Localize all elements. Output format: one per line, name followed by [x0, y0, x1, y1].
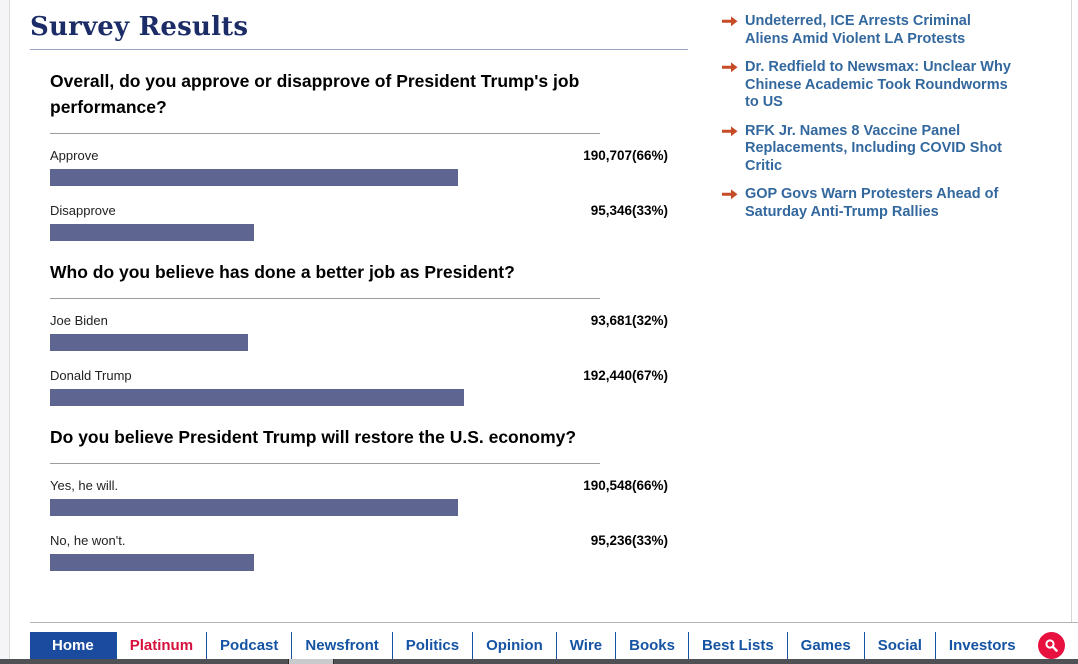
- result-bar: [50, 554, 254, 571]
- survey-question: Do you believe President Trump will rest…: [50, 424, 600, 464]
- nav-item-platinum[interactable]: Platinum: [115, 632, 206, 659]
- headline-text: Dr. Redfield to Newsmax: Unclear Why Chi…: [745, 59, 1011, 110]
- page-title: Survey Results: [30, 12, 688, 50]
- nav-item-newsfront[interactable]: Newsfront: [291, 632, 391, 659]
- option-label: Approve: [50, 148, 99, 163]
- result-bar: [50, 389, 465, 406]
- nav-item-wire[interactable]: Wire: [555, 632, 615, 659]
- headline-link[interactable]: Dr. Redfield to Newsmax: Unclear Why Chi…: [722, 59, 1022, 112]
- column-divider: [1071, 0, 1072, 622]
- survey-block-1: Overall, do you approve or disapprove of…: [50, 68, 668, 241]
- survey-option: No, he won't. 95,236(33%): [50, 533, 668, 571]
- survey-option: Joe Biden 93,681(32%): [50, 313, 668, 351]
- bar-track: [50, 499, 668, 516]
- result-bar: [50, 334, 248, 351]
- headline-text: RFK Jr. Names 8 Vaccine Panel Replacemen…: [745, 122, 1003, 174]
- survey-block-3: Do you believe President Trump will rest…: [50, 424, 668, 571]
- option-label: Joe Biden: [50, 313, 108, 328]
- survey-block-2: Who do you believe has done a better job…: [50, 259, 668, 406]
- option-value: 95,346(33%): [590, 203, 668, 218]
- headline-link[interactable]: Undeterred, ICE Arrests Criminal Aliens …: [722, 13, 1022, 48]
- nav-item-politics[interactable]: Politics: [391, 632, 472, 659]
- survey-question: Overall, do you approve or disapprove of…: [50, 68, 600, 134]
- nav-item-social[interactable]: Social: [863, 632, 935, 659]
- bar-track: [50, 554, 668, 571]
- nav-item-games[interactable]: Games: [786, 632, 864, 659]
- search-icon: [1044, 638, 1059, 653]
- arrow-right-icon: [722, 188, 738, 221]
- option-value: 93,681(32%): [590, 313, 668, 328]
- option-label: Disapprove: [50, 203, 116, 218]
- arrow-right-icon: [722, 15, 738, 48]
- arrow-right-icon: [722, 125, 738, 176]
- option-value: 95,236(33%): [590, 533, 668, 548]
- survey-results-panel: Survey Results Overall, do you approve o…: [30, 12, 688, 571]
- nav-item-home[interactable]: Home: [30, 632, 116, 659]
- nav-item-books[interactable]: Books: [615, 632, 688, 659]
- option-value: 190,707(66%): [583, 148, 668, 163]
- survey-option: Approve 190,707(66%): [50, 148, 668, 186]
- headline-text: GOP Govs Warn Protesters Ahead of Saturd…: [745, 186, 999, 220]
- bar-track: [50, 169, 668, 186]
- arrow-right-icon: [722, 61, 738, 112]
- option-label: No, he won't.: [50, 533, 126, 548]
- nav-item-podcast[interactable]: Podcast: [206, 632, 291, 659]
- nav-item-best-lists[interactable]: Best Lists: [687, 632, 787, 659]
- headlines-sidebar: Undeterred, ICE Arrests Criminal Aliens …: [722, 13, 1022, 232]
- bar-track: [50, 224, 668, 241]
- option-label: Donald Trump: [50, 368, 132, 383]
- nav-item-investors[interactable]: Investors: [934, 632, 1029, 659]
- nav-top-divider: [30, 622, 1078, 623]
- bottom-nav: Home Platinum Podcast Newsfront Politics…: [30, 632, 1065, 659]
- search-button[interactable]: [1037, 632, 1065, 659]
- option-value: 190,548(66%): [583, 478, 668, 493]
- option-value: 192,440(67%): [583, 368, 668, 383]
- bar-track: [50, 334, 668, 351]
- survey-option: Yes, he will. 190,548(66%): [50, 478, 668, 516]
- option-label: Yes, he will.: [50, 478, 119, 493]
- window-bottom-edge-detail: [288, 659, 334, 664]
- survey-option: Disapprove 95,346(33%): [50, 203, 668, 241]
- headline-link[interactable]: GOP Govs Warn Protesters Ahead of Saturd…: [722, 186, 1022, 221]
- bar-track: [50, 389, 668, 406]
- survey-option: Donald Trump 192,440(67%): [50, 368, 668, 406]
- nav-item-opinion[interactable]: Opinion: [472, 632, 556, 659]
- result-bar: [50, 499, 458, 516]
- survey-question: Who do you believe has done a better job…: [50, 259, 600, 299]
- result-bar: [50, 169, 458, 186]
- headline-text: Undeterred, ICE Arrests Criminal Aliens …: [745, 13, 971, 47]
- window-bottom-edge: [0, 659, 1078, 664]
- window-left-edge: [0, 0, 10, 664]
- headline-link[interactable]: RFK Jr. Names 8 Vaccine Panel Replacemen…: [722, 123, 1022, 176]
- result-bar: [50, 224, 254, 241]
